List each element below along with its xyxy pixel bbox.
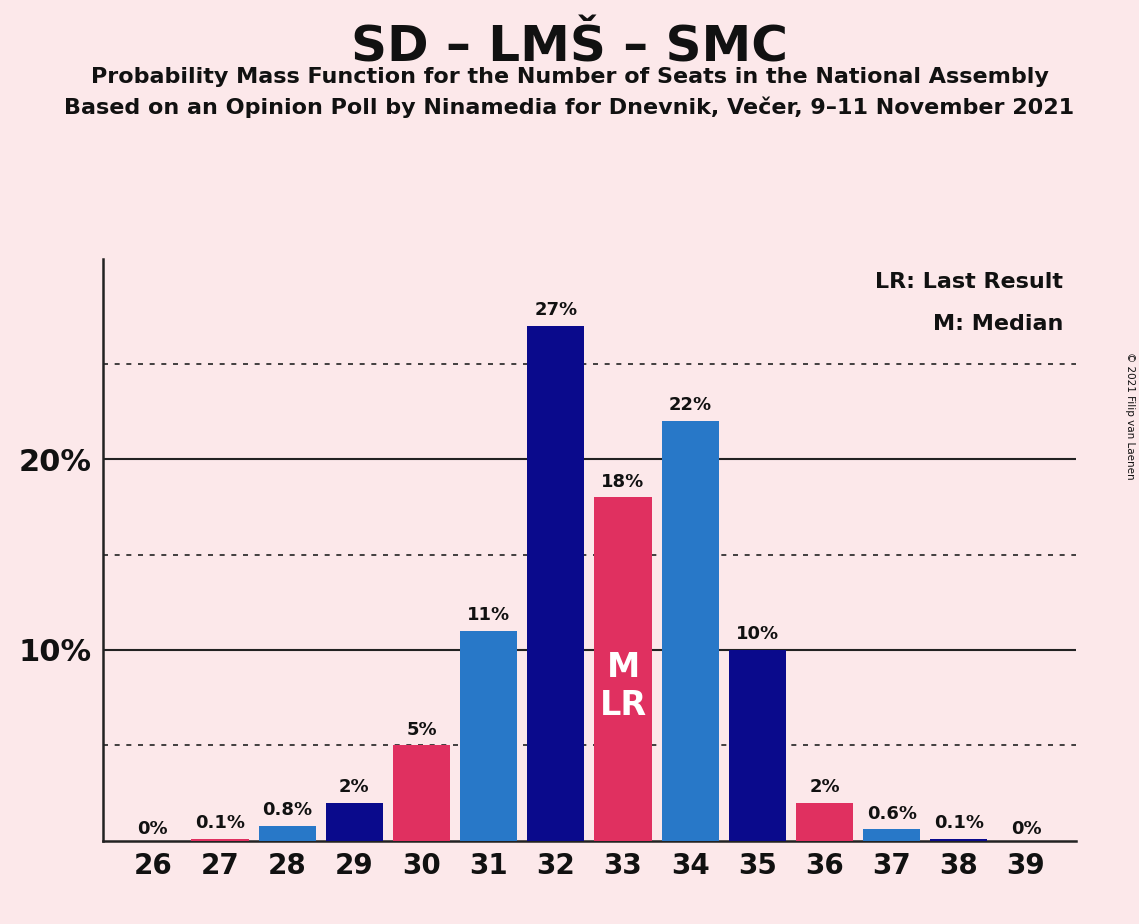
Text: 22%: 22% [669,396,712,414]
Text: 2%: 2% [809,778,839,796]
Text: 0.1%: 0.1% [195,814,245,833]
Bar [191,839,248,841]
Bar [662,421,719,841]
Text: SD – LMŠ – SMC: SD – LMŠ – SMC [351,23,788,71]
Bar [393,746,450,841]
Text: 2%: 2% [339,778,370,796]
Text: M: Median: M: Median [933,314,1063,334]
Text: 0%: 0% [138,820,169,838]
Bar [796,803,853,841]
Text: © 2021 Filip van Laenen: © 2021 Filip van Laenen [1125,352,1134,480]
Bar [863,830,920,841]
Text: Probability Mass Function for the Number of Seats in the National Assembly: Probability Mass Function for the Number… [91,67,1048,87]
Bar [259,825,316,841]
Bar [931,839,988,841]
Text: 0%: 0% [1010,820,1041,838]
Bar [460,631,517,841]
Text: 10%: 10% [736,626,779,643]
Text: 0.8%: 0.8% [262,801,312,819]
Text: 27%: 27% [534,301,577,319]
Text: M
LR: M LR [599,650,647,722]
Text: 0.1%: 0.1% [934,814,984,833]
Bar [729,650,786,841]
Bar [527,325,584,841]
Text: Based on an Opinion Poll by Ninamedia for Dnevnik, Večer, 9–11 November 2021: Based on an Opinion Poll by Ninamedia fo… [65,96,1074,117]
Bar [595,497,652,841]
Text: 11%: 11% [467,606,510,625]
Text: 5%: 5% [407,721,437,738]
Text: 18%: 18% [601,472,645,491]
Text: LR: Last Result: LR: Last Result [875,272,1063,292]
Text: 0.6%: 0.6% [867,805,917,822]
Bar [326,803,383,841]
